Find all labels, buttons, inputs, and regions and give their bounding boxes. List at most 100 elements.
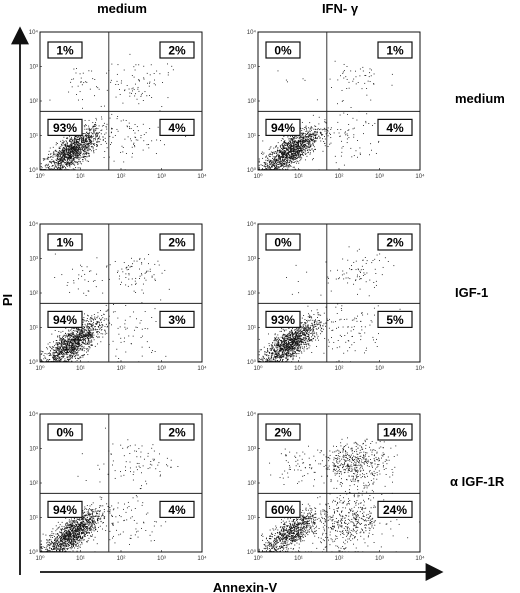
y-tick-label: 10² xyxy=(29,291,38,297)
y-tick-label: 10¹ xyxy=(247,516,256,522)
x-tick-label: 10² xyxy=(117,366,126,372)
x-tick-label: 10⁴ xyxy=(415,173,425,180)
y-tick-label: 10⁴ xyxy=(247,29,257,36)
quadrant-box-lower-right xyxy=(159,118,195,136)
quadrant-percent-upper-left: 2% xyxy=(274,426,292,440)
quadrant-percent-upper-left: 1% xyxy=(56,44,74,58)
quadrant-percent-lower-left: 93% xyxy=(271,313,295,327)
y-tick-label: 10² xyxy=(247,99,256,105)
quadrant-box-lower-left xyxy=(265,118,301,136)
x-tick-label: 10² xyxy=(335,174,344,180)
quadrant-percent-lower-right: 4% xyxy=(386,121,404,135)
y-tick-label: 10⁰ xyxy=(247,549,257,556)
quadrant-percent-upper-right: 1% xyxy=(386,44,404,58)
y-tick-label: 10⁰ xyxy=(29,167,39,174)
y-tick-label: 10³ xyxy=(29,257,38,263)
y-tick-label: 10⁴ xyxy=(29,411,39,418)
y-tick-label: 10³ xyxy=(29,447,38,453)
quadrant-box-upper-right xyxy=(377,233,413,251)
quadrant-percent-lower-right: 3% xyxy=(168,313,186,327)
x-tick-label: 10³ xyxy=(375,556,384,562)
y-tick-label: 10³ xyxy=(247,447,256,453)
x-tick-label: 10² xyxy=(335,366,344,372)
x-tick-label: 10¹ xyxy=(294,366,303,372)
x-tick-label: 10⁴ xyxy=(415,555,425,562)
x-tick-label: 10⁴ xyxy=(197,173,207,180)
event-dots xyxy=(40,246,171,363)
y-tick-label: 10³ xyxy=(247,65,256,71)
quadrant-percent-lower-left: 60% xyxy=(271,503,295,517)
x-tick-label: 10² xyxy=(335,556,344,562)
column-header-medium: medium xyxy=(97,1,147,16)
quadrant-box-lower-right xyxy=(159,500,195,518)
y-tick-label: 10¹ xyxy=(247,326,256,332)
quadrant-box-upper-left xyxy=(265,41,301,59)
y-tick-label: 10⁰ xyxy=(247,167,257,174)
y-tick-label: 10¹ xyxy=(29,326,38,332)
quadrant-percent-upper-right: 14% xyxy=(383,426,407,440)
quadrant-percent-lower-left: 93% xyxy=(53,121,77,135)
quadrant-percent-upper-right: 2% xyxy=(168,236,186,250)
x-tick-label: 10³ xyxy=(157,174,166,180)
x-tick-label: 10⁴ xyxy=(415,365,425,372)
quadrant-box-lower-right xyxy=(377,500,413,518)
y-tick-label: 10² xyxy=(247,481,256,487)
x-tick-label: 10¹ xyxy=(76,366,85,372)
column-header-ifn-gamma: IFN- γ xyxy=(322,1,359,16)
event-dots xyxy=(40,53,187,171)
row-label-alpha-igf-1r: α IGF-1R xyxy=(450,474,505,489)
quadrant-box-lower-left xyxy=(47,310,83,328)
y-tick-label: 10² xyxy=(29,99,38,105)
x-tick-label: 10³ xyxy=(375,174,384,180)
quadrant-box-upper-right xyxy=(159,233,195,251)
quadrant-box-upper-left xyxy=(47,233,83,251)
quadrant-percent-upper-right: 2% xyxy=(168,44,186,58)
quadrant-box-upper-right xyxy=(159,41,195,59)
quadrant-box-upper-right xyxy=(159,423,195,441)
event-dots xyxy=(258,246,401,363)
x-tick-label: 10² xyxy=(117,174,126,180)
quadrant-percent-upper-left: 0% xyxy=(274,236,292,250)
quadrant-box-upper-right xyxy=(377,423,413,441)
y-axis-label: PI xyxy=(0,294,15,306)
quadrant-box-lower-left xyxy=(47,500,83,518)
x-tick-label: 10⁰ xyxy=(35,365,45,372)
quadrant-percent-upper-right: 2% xyxy=(386,236,404,250)
y-tick-label: 10³ xyxy=(247,257,256,263)
y-tick-label: 10⁴ xyxy=(29,29,39,36)
y-tick-label: 10⁴ xyxy=(247,411,257,418)
y-tick-label: 10² xyxy=(247,291,256,297)
x-tick-label: 10² xyxy=(117,556,126,562)
quadrant-percent-upper-right: 2% xyxy=(168,426,186,440)
y-tick-label: 10⁰ xyxy=(247,359,257,366)
quadrant-box-upper-left xyxy=(265,233,301,251)
quadrant-percent-upper-left: 0% xyxy=(56,426,74,440)
y-tick-label: 10⁰ xyxy=(29,549,39,556)
y-tick-label: 10⁴ xyxy=(247,221,257,228)
quadrant-box-upper-left xyxy=(265,423,301,441)
quadrant-box-lower-right xyxy=(377,118,413,136)
quadrant-percent-lower-right: 5% xyxy=(386,313,404,327)
quadrant-percent-lower-right: 4% xyxy=(168,121,186,135)
x-axis-label: Annexin-V xyxy=(213,580,278,593)
x-tick-label: 10³ xyxy=(157,366,166,372)
quadrant-box-upper-left xyxy=(47,423,83,441)
x-tick-label: 10¹ xyxy=(294,556,303,562)
x-tick-label: 10³ xyxy=(375,366,384,372)
y-tick-label: 10⁰ xyxy=(29,359,39,366)
y-tick-label: 10³ xyxy=(29,65,38,71)
x-tick-label: 10⁰ xyxy=(253,173,263,180)
x-tick-label: 10¹ xyxy=(294,174,303,180)
x-tick-label: 10¹ xyxy=(76,556,85,562)
quadrant-percent-lower-right: 4% xyxy=(168,503,186,517)
x-tick-label: 10⁰ xyxy=(35,173,45,180)
x-tick-label: 10¹ xyxy=(76,174,85,180)
quadrant-box-lower-right xyxy=(377,310,413,328)
